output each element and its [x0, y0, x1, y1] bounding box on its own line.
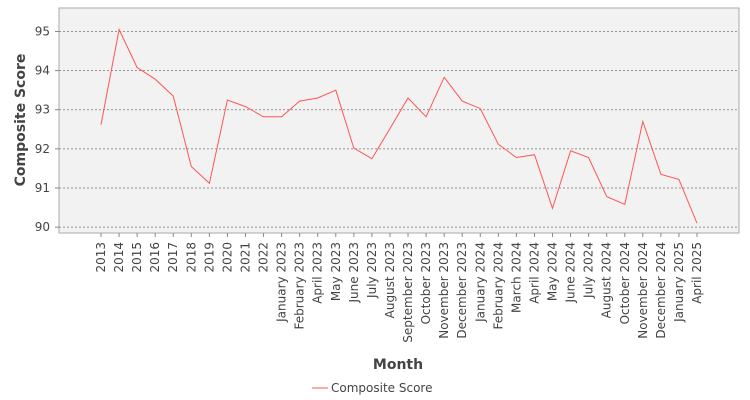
x-tick-label: 2015 [130, 242, 144, 273]
data-point [136, 66, 139, 69]
data-point [298, 100, 301, 103]
data-point [190, 165, 193, 168]
y-tick-label: 90 [35, 220, 50, 234]
data-point [623, 203, 626, 206]
x-tick-label: April 2025 [690, 242, 704, 304]
x-tick-label: September 2023 [401, 242, 415, 343]
data-point [370, 157, 373, 160]
x-tick-label: February 2023 [293, 242, 307, 330]
data-point [100, 123, 103, 126]
x-tick-label: December 2023 [455, 242, 469, 339]
data-point [479, 107, 482, 110]
y-tick-label: 95 [35, 24, 50, 38]
data-point [388, 127, 391, 130]
x-axis-ticks: 2013 2014 2015 2016 2017 2018 2019 2020 2021 2022… [94, 233, 704, 343]
data-point [569, 149, 572, 152]
data-point [515, 156, 518, 159]
data-point [262, 115, 265, 118]
data-point [352, 147, 355, 150]
data-point [659, 173, 662, 176]
data-point [641, 120, 644, 123]
x-tick-label: January 2024 [473, 242, 487, 323]
plot-area [58, 7, 740, 234]
y-tick-label: 92 [35, 142, 50, 156]
x-tick-label: 2013 [94, 242, 108, 273]
data-point [154, 78, 157, 81]
x-tick-label: May 2024 [546, 242, 560, 301]
data-point [226, 98, 229, 101]
data-point [244, 105, 247, 108]
x-tick-label: February 2024 [491, 242, 505, 330]
data-point [316, 97, 319, 100]
legend-label: Composite Score [331, 381, 432, 395]
x-tick-label: October 2023 [419, 242, 433, 324]
x-tick-label: June 2024 [564, 242, 578, 304]
x-tick-label: March 2024 [509, 242, 523, 313]
x-tick-label: December 2024 [654, 242, 668, 339]
data-point [172, 95, 175, 98]
series-layer [100, 27, 699, 225]
data-point [696, 222, 699, 225]
y-axis-title: Composite Score [13, 54, 29, 187]
series-line [100, 27, 698, 224]
x-tick-label: 2019 [202, 242, 216, 273]
data-point [533, 153, 536, 156]
y-tick-label: 91 [35, 181, 50, 195]
data-point [118, 28, 121, 31]
x-tick-label: 2021 [238, 242, 252, 273]
x-tick-label: October 2024 [618, 242, 632, 324]
x-tick-label: July 2024 [582, 242, 596, 299]
x-tick-label: January 2025 [672, 242, 686, 323]
x-tick-label: 2018 [184, 242, 198, 273]
legend: Composite Score [312, 381, 432, 395]
x-tick-label: 2016 [148, 242, 162, 273]
x-tick-label: April 2023 [311, 242, 325, 304]
data-point [425, 115, 428, 118]
x-tick-label: 2017 [166, 242, 180, 273]
x-tick-label: 2020 [220, 242, 234, 273]
x-tick-label: July 2023 [365, 242, 379, 299]
x-tick-label: August 2024 [600, 242, 614, 318]
y-axis-ticks: 90 91 92 93 94 95 [35, 24, 59, 234]
data-point [497, 143, 500, 146]
data-point [587, 156, 590, 159]
data-point [605, 195, 608, 198]
data-point [551, 207, 554, 210]
x-tick-label: June 2023 [347, 242, 361, 304]
data-point [407, 97, 410, 100]
x-tick-label: August 2023 [383, 242, 397, 318]
x-axis-title: Month [373, 357, 423, 373]
x-tick-label: April 2024 [527, 242, 541, 304]
x-tick-label: November 2023 [437, 242, 451, 339]
gridlines [59, 31, 739, 228]
y-tick-label: 94 [35, 64, 50, 78]
data-point [208, 182, 211, 185]
x-tick-label: November 2024 [636, 242, 650, 339]
data-point [280, 115, 283, 118]
x-tick-label: 2014 [112, 242, 126, 273]
data-point [461, 100, 464, 103]
x-tick-label: January 2023 [275, 242, 289, 323]
data-point [443, 76, 446, 79]
data-point [677, 178, 680, 181]
x-tick-label: 2022 [257, 242, 271, 273]
data-point [334, 89, 337, 92]
y-tick-label: 93 [35, 103, 50, 117]
x-tick-label: May 2023 [329, 242, 343, 301]
